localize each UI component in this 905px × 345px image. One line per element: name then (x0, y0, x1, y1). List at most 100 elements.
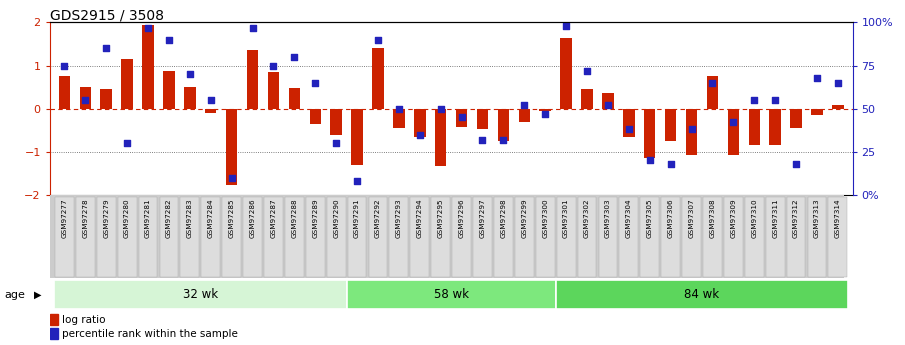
Bar (581, 89, 593, 109)
Bar (435, 109, 446, 166)
Text: GSM97279: GSM97279 (103, 198, 110, 238)
Point (308, 80, 322, 86)
FancyBboxPatch shape (807, 197, 826, 277)
Point (726, 120, 740, 125)
Bar (50, 314, 58, 325)
Text: GSM97293: GSM97293 (395, 198, 402, 238)
Bar (748, 109, 760, 145)
Point (183, 71, 197, 77)
Text: GSM97292: GSM97292 (375, 198, 381, 238)
Point (433, 106, 448, 111)
Text: GSM97295: GSM97295 (438, 198, 443, 238)
Text: GSM97300: GSM97300 (542, 198, 548, 238)
FancyBboxPatch shape (368, 197, 387, 277)
Point (789, 161, 804, 167)
Text: GSM97308: GSM97308 (710, 198, 716, 238)
Point (119, 140, 134, 146)
FancyBboxPatch shape (619, 197, 638, 277)
Point (831, 80, 845, 86)
Text: GSM97285: GSM97285 (229, 198, 234, 238)
Point (224, 175, 239, 180)
Bar (498, 109, 510, 141)
Point (663, 161, 678, 167)
Point (475, 137, 490, 142)
FancyBboxPatch shape (786, 197, 805, 277)
Text: percentile rank within the sample: percentile rank within the sample (62, 329, 238, 339)
Point (454, 115, 469, 120)
Bar (832, 105, 843, 109)
FancyBboxPatch shape (724, 197, 743, 277)
Text: GSM97311: GSM97311 (772, 198, 778, 238)
FancyBboxPatch shape (264, 197, 283, 277)
Bar (790, 109, 802, 128)
Bar (519, 109, 530, 121)
Text: GSM97282: GSM97282 (166, 198, 172, 238)
Bar (347, 280, 556, 309)
Text: GDS2915 / 3508: GDS2915 / 3508 (50, 9, 164, 23)
Text: 32 wk: 32 wk (183, 288, 218, 301)
Point (413, 132, 427, 137)
Point (559, 23, 574, 29)
FancyBboxPatch shape (828, 197, 847, 277)
FancyBboxPatch shape (473, 197, 492, 277)
FancyBboxPatch shape (662, 197, 680, 277)
FancyBboxPatch shape (97, 197, 116, 277)
Point (768, 97, 783, 103)
FancyBboxPatch shape (745, 197, 764, 277)
Bar (163, 71, 175, 109)
Point (287, 54, 301, 60)
Text: GSM97302: GSM97302 (584, 198, 590, 238)
Text: GSM97280: GSM97280 (124, 198, 130, 238)
Text: age: age (5, 290, 25, 300)
Text: GSM97291: GSM97291 (354, 198, 360, 238)
FancyBboxPatch shape (389, 197, 408, 277)
FancyBboxPatch shape (180, 197, 199, 277)
Point (580, 68, 595, 73)
Bar (456, 109, 467, 127)
Text: GSM97284: GSM97284 (208, 198, 214, 238)
Text: GSM97309: GSM97309 (730, 198, 737, 238)
FancyBboxPatch shape (515, 197, 534, 277)
Text: GSM97278: GSM97278 (82, 198, 89, 238)
FancyBboxPatch shape (243, 197, 262, 277)
Bar (644, 109, 655, 158)
Bar (100, 89, 112, 109)
Bar (121, 59, 133, 109)
FancyBboxPatch shape (223, 197, 241, 277)
Bar (393, 109, 405, 128)
FancyBboxPatch shape (118, 197, 137, 277)
Text: GSM97304: GSM97304 (626, 198, 632, 238)
Bar (205, 109, 216, 113)
Bar (477, 109, 489, 129)
FancyBboxPatch shape (598, 197, 617, 277)
Text: GSM97305: GSM97305 (647, 198, 653, 238)
Bar (184, 87, 195, 109)
Text: GSM97307: GSM97307 (689, 198, 694, 238)
Bar (226, 109, 237, 186)
Text: GSM97277: GSM97277 (62, 198, 67, 238)
Point (684, 127, 699, 132)
Bar (142, 26, 154, 109)
Point (204, 97, 218, 103)
Point (747, 97, 761, 103)
Text: GSM97288: GSM97288 (291, 198, 298, 238)
Bar (560, 38, 572, 109)
Bar (54, 280, 347, 309)
FancyBboxPatch shape (327, 197, 346, 277)
Bar (811, 109, 823, 115)
Bar (59, 76, 71, 109)
Point (162, 37, 176, 42)
Bar (372, 48, 384, 109)
Point (57, 63, 71, 68)
Bar (351, 109, 363, 165)
Point (266, 63, 281, 68)
Text: GSM97312: GSM97312 (793, 198, 799, 238)
Text: GSM97299: GSM97299 (521, 198, 528, 238)
Bar (268, 72, 280, 109)
Bar (665, 109, 676, 141)
FancyBboxPatch shape (138, 197, 157, 277)
FancyBboxPatch shape (410, 197, 429, 277)
Bar (556, 280, 848, 309)
Text: GSM97301: GSM97301 (563, 198, 569, 238)
FancyBboxPatch shape (641, 197, 659, 277)
